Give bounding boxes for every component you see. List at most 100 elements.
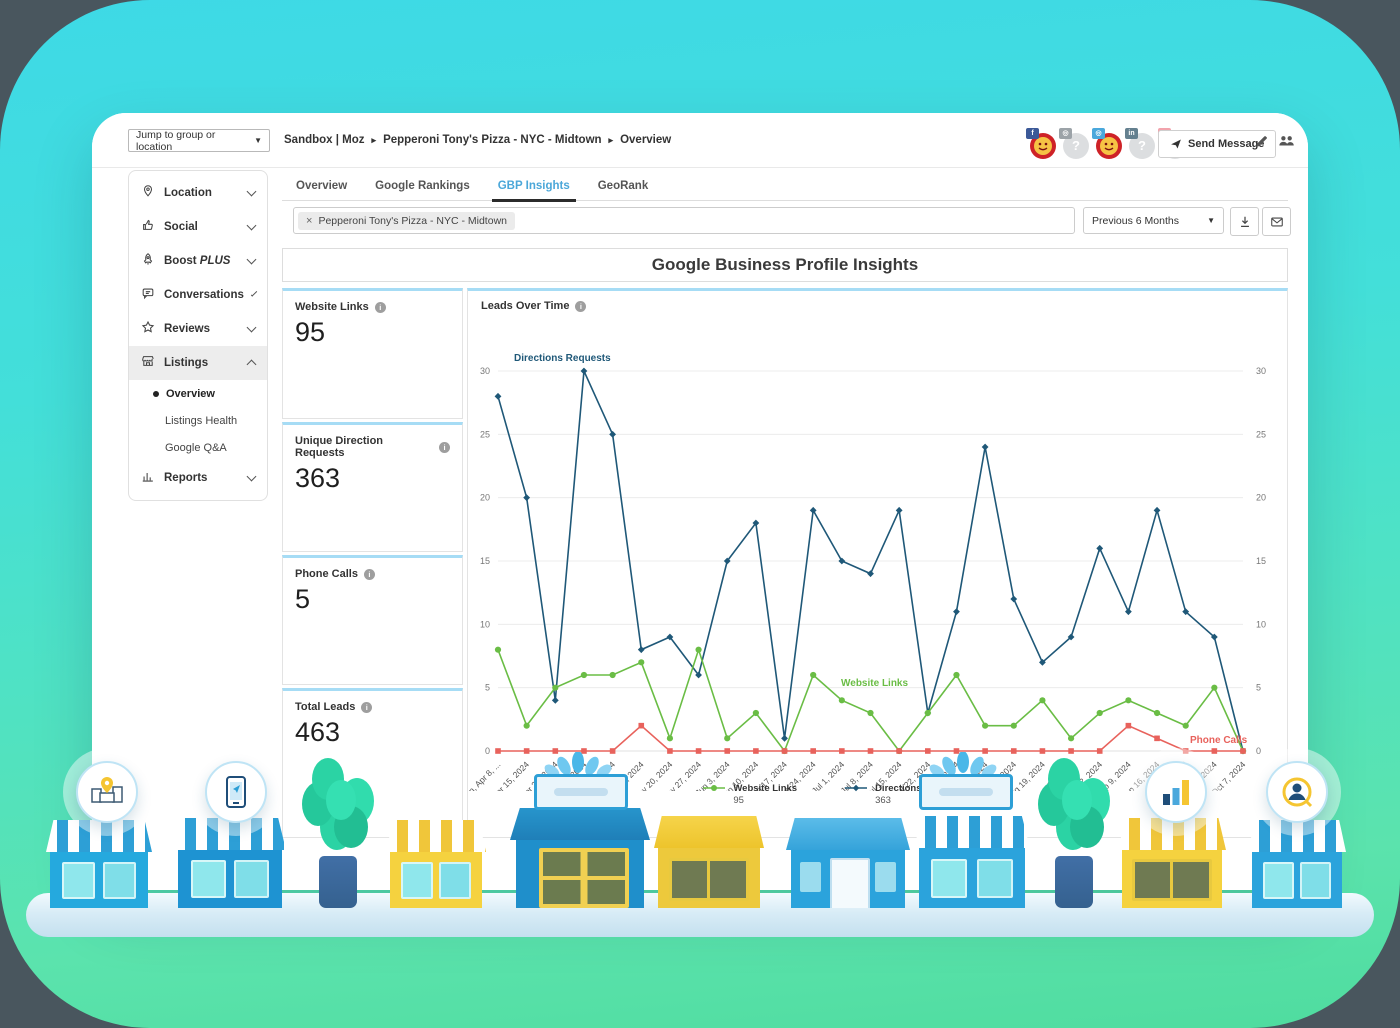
tab-georank[interactable]: GeoRank xyxy=(597,180,649,192)
sidebar-item-boost[interactable]: Boost PLUS xyxy=(129,244,267,278)
storefront-illustration xyxy=(510,808,650,908)
mobile-badge xyxy=(192,748,280,836)
avatar-linkedin[interactable]: ? in xyxy=(1125,128,1155,159)
chart-badge-icon xyxy=(1145,761,1207,823)
avatar-facebook[interactable]: f xyxy=(1026,128,1056,159)
sidebar-subitem-google-q-a[interactable]: Google Q&A xyxy=(165,441,227,454)
tab-gbp-insights[interactable]: GBP Insights xyxy=(484,172,584,202)
chevron-down-icon xyxy=(246,220,257,231)
linkedin-badge-icon: in xyxy=(1125,128,1138,139)
tree-illustration xyxy=(1036,758,1112,908)
stat-card-phone-calls: Phone Calls i 5 xyxy=(282,555,463,685)
tab-overview[interactable]: Overview xyxy=(296,180,348,192)
svg-text:Phone Calls: Phone Calls xyxy=(1190,735,1248,746)
facebook-badge-icon: f xyxy=(1026,128,1039,139)
sidebar-subitem-listings-health[interactable]: Listings Health xyxy=(165,414,238,427)
sidebar-item-social[interactable]: Social xyxy=(129,210,267,244)
svg-text:25: 25 xyxy=(480,429,490,439)
tab-bar: Overview Google Rankings GBP Insights GeoRa… xyxy=(282,172,1288,202)
chip-label: Pepperoni Tony's Pizza - NYC - Midtown xyxy=(318,214,507,227)
mobile-badge-icon xyxy=(205,761,267,823)
people-group-icon[interactable] xyxy=(1278,133,1296,154)
chevron-down-icon xyxy=(246,254,257,265)
svg-text:0: 0 xyxy=(485,746,490,756)
storefront-illustration xyxy=(786,818,910,908)
svg-text:10: 10 xyxy=(1256,619,1266,629)
bar-chart-icon xyxy=(141,469,155,488)
chat-icon xyxy=(141,286,155,305)
top-bar: Jump to group or location ▼ Sandbox | Mo… xyxy=(92,113,1308,168)
breadcrumb-item[interactable]: Sandbox | Moz xyxy=(284,134,365,146)
location-badge xyxy=(63,748,151,836)
avatar-instagram[interactable]: ?◎ xyxy=(1059,128,1089,159)
chevron-down-icon xyxy=(246,471,257,482)
storefront-illustration xyxy=(914,816,1030,908)
breadcrumb-item[interactable]: Pepperoni Tony's Pizza - NYC - Midtown xyxy=(383,134,602,146)
legend-marker-icon xyxy=(845,784,868,792)
info-icon[interactable]: i xyxy=(575,300,587,312)
svg-text:15: 15 xyxy=(1256,556,1266,566)
info-icon[interactable]: i xyxy=(439,441,450,453)
mail-icon xyxy=(1270,217,1283,226)
sidebar-item-location[interactable]: Location xyxy=(129,176,267,210)
sidebar-item-conversations[interactable]: Conversations xyxy=(129,278,267,312)
stat-value: 5 xyxy=(295,584,311,614)
send-message-label: Send Message xyxy=(1188,138,1265,150)
jump-to-group-select[interactable]: Jump to group or location ▼ xyxy=(128,129,270,153)
star-icon xyxy=(141,320,155,339)
date-range-select[interactable]: Previous 6 Months ▼ xyxy=(1083,207,1224,234)
active-dot xyxy=(153,390,159,397)
leads-over-time-chart[interactable]: 005510101515202025253030Mon, Apr 8, ...M… xyxy=(458,321,1287,818)
chart-title: Leads Over Time i xyxy=(468,291,1287,321)
thumb-icon xyxy=(141,218,155,237)
sidebar-subitem-overview[interactable]: Overview xyxy=(129,380,267,407)
svg-text:0: 0 xyxy=(1256,746,1261,756)
twitter-badge-icon: ◎ xyxy=(1092,128,1105,139)
tree-illustration xyxy=(300,758,376,908)
chip-remove-icon[interactable]: × xyxy=(306,214,313,227)
rocket-icon xyxy=(141,252,155,271)
person-badge-icon xyxy=(1266,761,1328,823)
chevron-down-icon: ▼ xyxy=(1207,216,1215,225)
chevron-up-icon xyxy=(246,359,257,370)
chevron-down-icon xyxy=(246,186,257,197)
location-filter-input[interactable]: × Pepperoni Tony's Pizza - NYC - Midtown xyxy=(293,207,1075,234)
info-icon[interactable]: i xyxy=(363,568,375,580)
legend-item-website-links[interactable]: Website Links 95 xyxy=(703,783,797,806)
splash-banner-illustration xyxy=(915,752,1013,810)
svg-text:20: 20 xyxy=(480,493,490,503)
legend-marker-icon xyxy=(703,785,726,791)
legend-item-directions-requests[interactable]: Directions Request363 xyxy=(845,783,962,806)
svg-text:10: 10 xyxy=(480,619,490,629)
info-icon[interactable]: i xyxy=(374,301,386,313)
stat-value: 463 xyxy=(295,717,341,747)
sidebar-item-reports[interactable]: Reports xyxy=(129,461,267,495)
pin-icon xyxy=(141,184,155,203)
storefront-illustration xyxy=(1118,818,1226,908)
edit-pencil-icon[interactable] xyxy=(1254,134,1269,154)
storefront-illustration xyxy=(654,816,764,908)
page-title: Google Business Profile Insights xyxy=(282,248,1288,282)
location-badge-icon xyxy=(76,761,138,823)
info-icon[interactable]: i xyxy=(361,701,373,713)
svg-text:30: 30 xyxy=(480,366,490,376)
svg-text:Website Links: Website Links xyxy=(841,678,908,689)
email-button[interactable] xyxy=(1262,207,1291,236)
avatar-twitter[interactable]: ◎ xyxy=(1092,128,1122,159)
download-button[interactable] xyxy=(1230,207,1259,236)
pizza-logo-icon xyxy=(1096,133,1122,159)
instagram-badge-icon: ◎ xyxy=(1059,128,1072,139)
location-chip: × Pepperoni Tony's Pizza - NYC - Midtown xyxy=(298,211,515,230)
tab-google-rankings[interactable]: Google Rankings xyxy=(375,180,470,192)
chevron-down-icon xyxy=(250,290,258,297)
storefront-illustration xyxy=(46,820,152,908)
breadcrumb-item[interactable]: Overview xyxy=(620,134,672,146)
store-icon xyxy=(141,354,155,373)
line-chart-svg[interactable]: 005510101515202025253030Mon, Apr 8, ...M… xyxy=(458,321,1287,818)
send-message-button[interactable]: Send Message xyxy=(1158,130,1277,158)
svg-text:5: 5 xyxy=(485,683,490,693)
sidebar-item-reviews[interactable]: Reviews xyxy=(129,312,267,346)
sidebar-item-listings[interactable]: Listings xyxy=(129,346,267,380)
paper-plane-icon xyxy=(1171,139,1181,149)
